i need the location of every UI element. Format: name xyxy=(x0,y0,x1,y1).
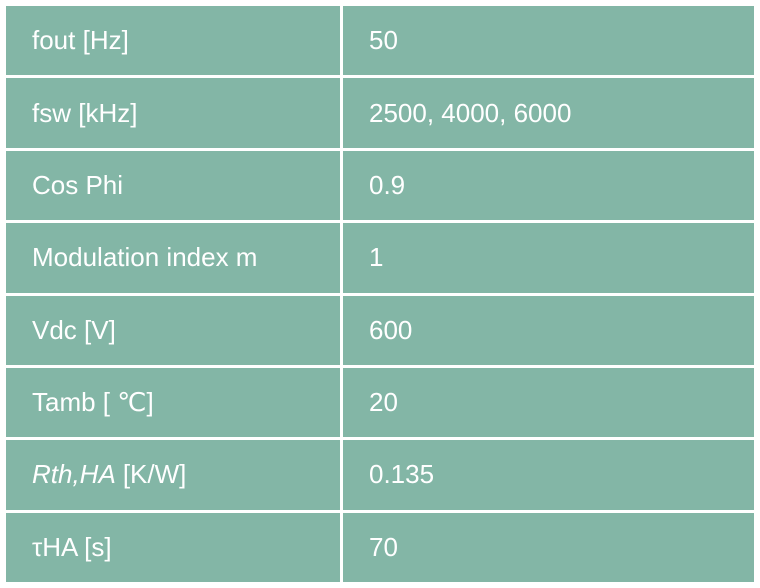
table-row: Tamb [ ℃] 20 xyxy=(6,367,754,438)
table-row: fsw [kHz] 2500, 4000, 6000 xyxy=(6,78,754,148)
value-cell: 0.9 xyxy=(343,150,754,221)
table-row: Rth,HA [K/W] 0.135 xyxy=(6,440,754,510)
value-cell: 50 xyxy=(343,6,754,76)
value-cell: 600 xyxy=(343,295,754,365)
table-row: Cos Phi 0.9 xyxy=(6,150,754,221)
parameter-table: fout [Hz] 50 fsw [kHz] 2500, 4000, 6000 Cos … xyxy=(4,4,756,584)
table-row: τHA [s] 70 xyxy=(6,512,754,582)
parameter-cell: Modulation index m xyxy=(6,223,340,293)
parameter-cell: τHA [s] xyxy=(6,512,340,582)
value-cell: 20 xyxy=(343,367,754,438)
value-cell: 0.135 xyxy=(343,440,754,510)
table-row: Vdc [V] 600 xyxy=(6,295,754,365)
parameter-cell: fsw [kHz] xyxy=(6,78,340,148)
parameter-unit: [K/W] xyxy=(122,459,187,490)
parameter-cell: Vdc [V] xyxy=(6,295,340,365)
value-cell: 1 xyxy=(343,223,754,293)
table-row: fout [Hz] 50 xyxy=(6,6,754,76)
value-cell: 70 xyxy=(343,512,754,582)
parameter-symbol: Rth,HA xyxy=(32,459,116,490)
parameter-cell: Rth,HA [K/W] xyxy=(6,440,340,510)
value-cell: 2500, 4000, 6000 xyxy=(343,78,754,148)
parameter-cell: fout [Hz] xyxy=(6,6,340,76)
parameter-cell: Tamb [ ℃] xyxy=(6,367,340,438)
parameter-cell: Cos Phi xyxy=(6,150,340,221)
